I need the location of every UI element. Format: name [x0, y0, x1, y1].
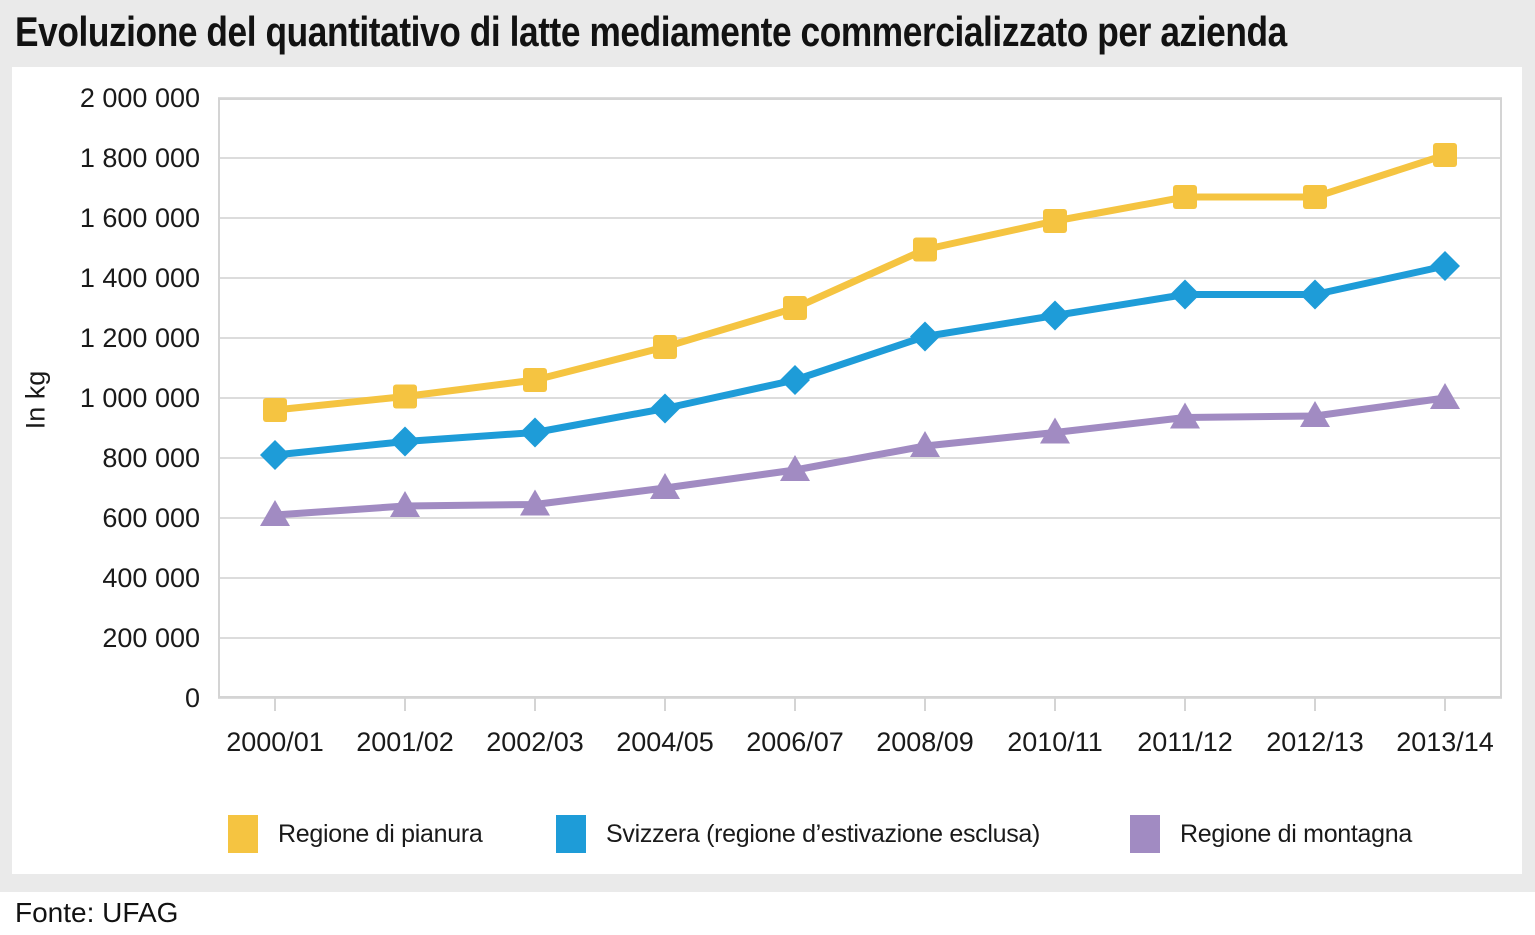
y-tick-label: 2 000 000 [79, 83, 200, 113]
marker-diamond-icon [260, 440, 290, 470]
marker-diamond-icon [650, 393, 680, 424]
chart-card: Evoluzione del quantitativo di latte med… [0, 0, 1535, 892]
legend-item: Svizzera (regione d’estivazione esclusa) [556, 815, 1040, 853]
y-tick-label: 800 000 [102, 443, 200, 473]
marker-diamond-icon [390, 426, 420, 457]
legend-label: Regione di montagna [1180, 819, 1412, 848]
marker-square-icon [263, 398, 287, 422]
series-line-1 [271, 262, 1449, 459]
marker-triangle-icon [260, 500, 290, 526]
x-tick-label: 2006/07 [746, 727, 844, 757]
marker-square-icon [393, 384, 417, 409]
y-tick-label: 1 600 000 [79, 203, 200, 233]
marker-triangle-icon [1170, 402, 1200, 429]
y-tick-label: 0 [184, 683, 200, 713]
x-tick-label: 2011/12 [1137, 727, 1233, 757]
x-tick-label: 2001/02 [356, 727, 454, 757]
x-tick-label: 2000/01 [226, 727, 324, 757]
x-tick-label: 2010/11 [1007, 727, 1103, 757]
marker-square-icon [1043, 209, 1067, 233]
marker-triangle-icon [390, 491, 420, 517]
marker-diamond-icon [780, 365, 810, 395]
marker-triangle-icon [780, 455, 810, 481]
marker-triangle-icon [1430, 383, 1460, 409]
marker-square-icon [1303, 185, 1327, 209]
marker-square-icon [523, 368, 547, 392]
marker-diamond-icon [1170, 279, 1200, 310]
legend-label: Svizzera (regione d’estivazione esclusa) [606, 819, 1041, 848]
legend-swatch-icon [1130, 815, 1160, 853]
marker-diamond-icon [1430, 251, 1460, 281]
x-tick-label: 2002/03 [486, 727, 584, 757]
y-tick-label: 1 200 000 [79, 323, 200, 353]
legend-swatch-icon [228, 815, 258, 853]
marker-triangle-icon [650, 473, 680, 499]
marker-diamond-icon [910, 321, 940, 352]
plot-frame [218, 98, 1502, 698]
marker-square-icon [783, 296, 807, 320]
plot-panel: In kg 2 000 000 1 800 000 1 600 000 1 400 0… [12, 67, 1522, 874]
y-tick-label: 1 000 000 [79, 383, 200, 413]
marker-diamond-icon [520, 417, 550, 448]
marker-square-icon [1173, 185, 1197, 209]
marker-triangle-icon [910, 431, 940, 457]
y-tick-label: 600 000 [102, 503, 200, 533]
legend-item: Regione di montagna [1130, 815, 1412, 853]
marker-triangle-icon [520, 489, 550, 516]
marker-square-icon [913, 237, 937, 262]
legend-label: Regione di pianura [278, 819, 483, 848]
marker-square-icon [653, 335, 677, 359]
marker-diamond-icon [1040, 300, 1070, 331]
marker-square-icon [1433, 143, 1457, 167]
series-line-0 [271, 151, 1449, 414]
legend-item: Regione di pianura [228, 815, 483, 853]
chart-title: Evoluzione del quantitativo di latte med… [15, 8, 1287, 55]
y-tick-label: 400 000 [102, 563, 200, 593]
marker-triangle-icon [1040, 417, 1070, 444]
marker-triangle-icon [1300, 401, 1330, 427]
x-tick-label: 2008/09 [876, 727, 974, 757]
legend-swatch-icon [556, 815, 586, 853]
marker-diamond-icon [1300, 279, 1330, 310]
x-tick-label: 2004/05 [616, 727, 714, 757]
y-tick-label: 1 400 000 [79, 263, 200, 293]
x-tick-label: 2013/14 [1396, 727, 1494, 757]
series-line-2 [271, 394, 1449, 519]
source-note: Fonte: UFAG [15, 897, 179, 928]
x-tick-label: 2012/13 [1266, 727, 1364, 757]
y-tick-label: 1 800 000 [79, 143, 200, 173]
y-tick-label: 200 000 [102, 623, 200, 653]
line-plot [218, 97, 1502, 711]
